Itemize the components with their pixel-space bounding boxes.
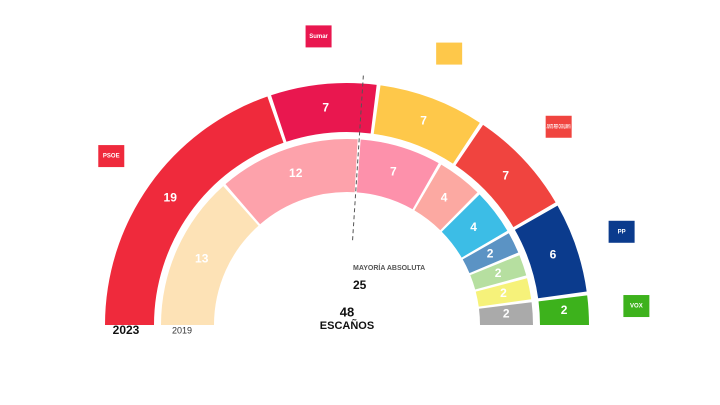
center-label: ESCAÑOS — [320, 319, 374, 332]
seat-count: 7 — [390, 165, 397, 179]
seat-segment — [441, 194, 508, 258]
seat-count: 12 — [289, 166, 303, 180]
party-logo — [98, 145, 125, 168]
seat-segment — [455, 124, 556, 228]
seat-count: 7 — [322, 101, 329, 115]
party-logo-text: PP — [618, 229, 626, 235]
party-logo — [305, 25, 332, 48]
seat-segment — [161, 186, 259, 325]
seat-count: 2 — [500, 286, 507, 300]
seat-segment — [538, 295, 589, 325]
majority-value: 25 — [353, 278, 367, 292]
ring-label: 2023 — [113, 323, 140, 337]
party-logo-text: JUNTS PER CATALUNYA — [547, 124, 571, 130]
seat-count: 2 — [561, 303, 568, 317]
seat-count: 2 — [495, 266, 502, 280]
seat-count: 7 — [502, 168, 509, 182]
seat-segment — [475, 278, 532, 307]
seat-segment — [478, 302, 533, 325]
seat-count: 19 — [164, 190, 178, 204]
party-logo-text: PSOE — [103, 154, 120, 160]
party-logo — [545, 115, 572, 138]
seat-segment — [462, 233, 519, 274]
seat-segment — [271, 83, 377, 142]
seat-count: 7 — [420, 114, 427, 128]
seat-segment — [373, 85, 480, 164]
party-logo — [436, 42, 463, 65]
party-logo-text: Sumar — [309, 34, 328, 40]
center-value: 48 — [340, 304, 354, 319]
seat-segment — [470, 255, 527, 290]
seat-count: 6 — [550, 247, 557, 261]
seat-count: 2 — [487, 247, 494, 261]
seat-count: 4 — [470, 220, 477, 234]
seat-segment — [356, 139, 439, 210]
party-logo — [608, 220, 635, 243]
seat-count: 13 — [195, 251, 209, 265]
ring-label: 2019 — [172, 325, 192, 335]
party-logo — [623, 295, 650, 318]
seat-segment — [105, 96, 284, 326]
seat-segment — [414, 164, 478, 231]
party-logo-text: VOX — [630, 304, 643, 310]
seat-count: 4 — [441, 191, 448, 205]
majority-label: MAYORÍA ABSOLUTA — [353, 263, 425, 272]
seat-segment — [225, 138, 358, 225]
seat-count: 2 — [503, 307, 510, 321]
seat-segment — [514, 205, 587, 299]
